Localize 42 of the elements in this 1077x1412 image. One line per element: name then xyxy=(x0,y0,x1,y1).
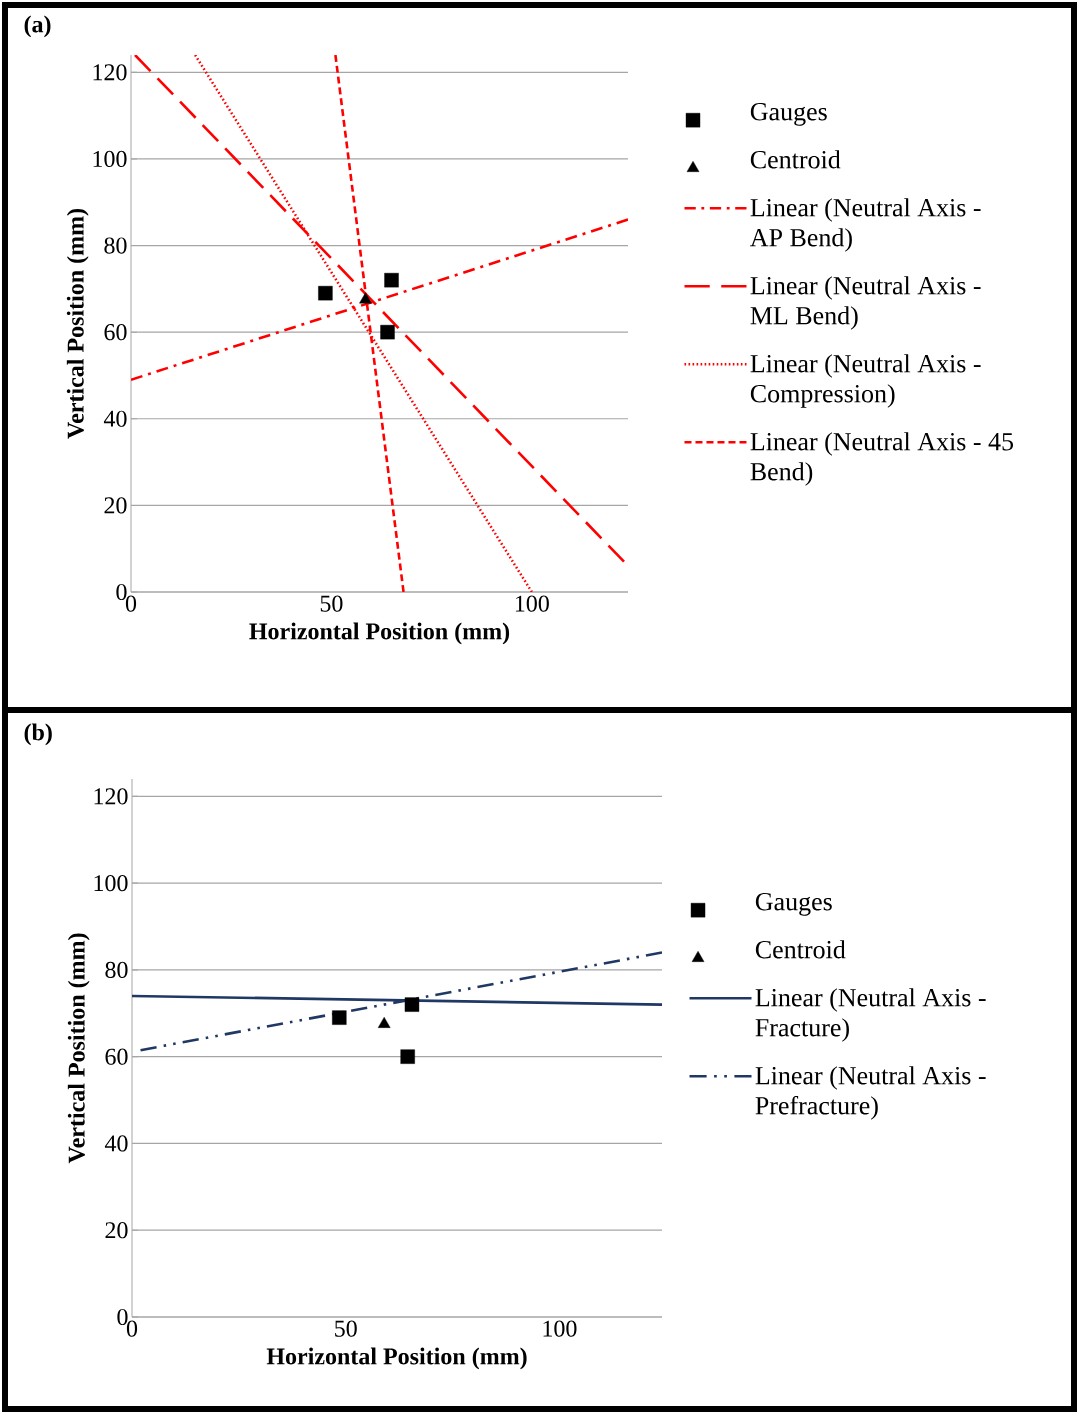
legend-label: Centroid xyxy=(750,150,841,169)
y-tick-label: 60 xyxy=(105,1048,128,1065)
point xyxy=(377,1016,391,1028)
y-tick-label: 0 xyxy=(117,1308,128,1326)
point xyxy=(332,1010,347,1025)
point xyxy=(404,997,420,1012)
point xyxy=(359,292,372,304)
y-tick-label: 120 xyxy=(94,788,128,805)
legend-label: Centroid xyxy=(755,940,846,959)
legend-label: Linear (Neutral Axis - Fracture) xyxy=(755,988,986,1042)
y-tick-label: 40 xyxy=(103,410,127,427)
x-tick-label: 100 xyxy=(543,1320,577,1337)
x-tick-label: 100 xyxy=(515,595,549,612)
y-tick-label: 40 xyxy=(104,1135,128,1152)
legend-label: Gauges xyxy=(755,892,832,916)
chart-title: (a) xyxy=(24,15,51,38)
y-tick-label: 0 xyxy=(116,583,127,601)
point xyxy=(380,324,395,340)
legend-label: Linear (Neutral Axis - 45 Bend) xyxy=(750,432,1014,486)
legend-label: Linear (Neutral Axis - Prefracture) xyxy=(755,1066,986,1120)
legend-label: Linear (Neutral Axis - ML Bend) xyxy=(750,276,981,330)
y-axis-title: Vertical Position (mm) xyxy=(66,209,89,439)
legend-label: Linear (Neutral Axis - Compression) xyxy=(750,354,981,408)
y-tick-label: 100 xyxy=(93,150,127,168)
legend-label: Linear (Neutral Axis - AP Bend) xyxy=(750,198,981,252)
point xyxy=(318,285,333,301)
y-tick-label: 80 xyxy=(105,961,128,978)
point xyxy=(400,1049,415,1064)
x-tick-label: 50 xyxy=(320,595,343,612)
y-tick-label: 60 xyxy=(104,324,127,341)
point xyxy=(384,272,399,288)
chart-title: (b) xyxy=(24,723,52,746)
y-tick-label: 120 xyxy=(93,64,127,81)
x-axis-title: Horizontal Position (mm) xyxy=(249,622,510,645)
x-tick-label: 50 xyxy=(335,1320,357,1337)
x-axis-title: Horizontal Position (mm) xyxy=(266,1347,527,1370)
y-tick-label: 20 xyxy=(105,1222,128,1239)
y-tick-label: 80 xyxy=(104,237,127,254)
y-tick-label: 20 xyxy=(104,497,127,514)
y-axis-title: Vertical Position (mm) xyxy=(67,933,90,1164)
y-tick-label: 100 xyxy=(94,875,128,892)
legend-label: Gauges xyxy=(750,102,827,126)
